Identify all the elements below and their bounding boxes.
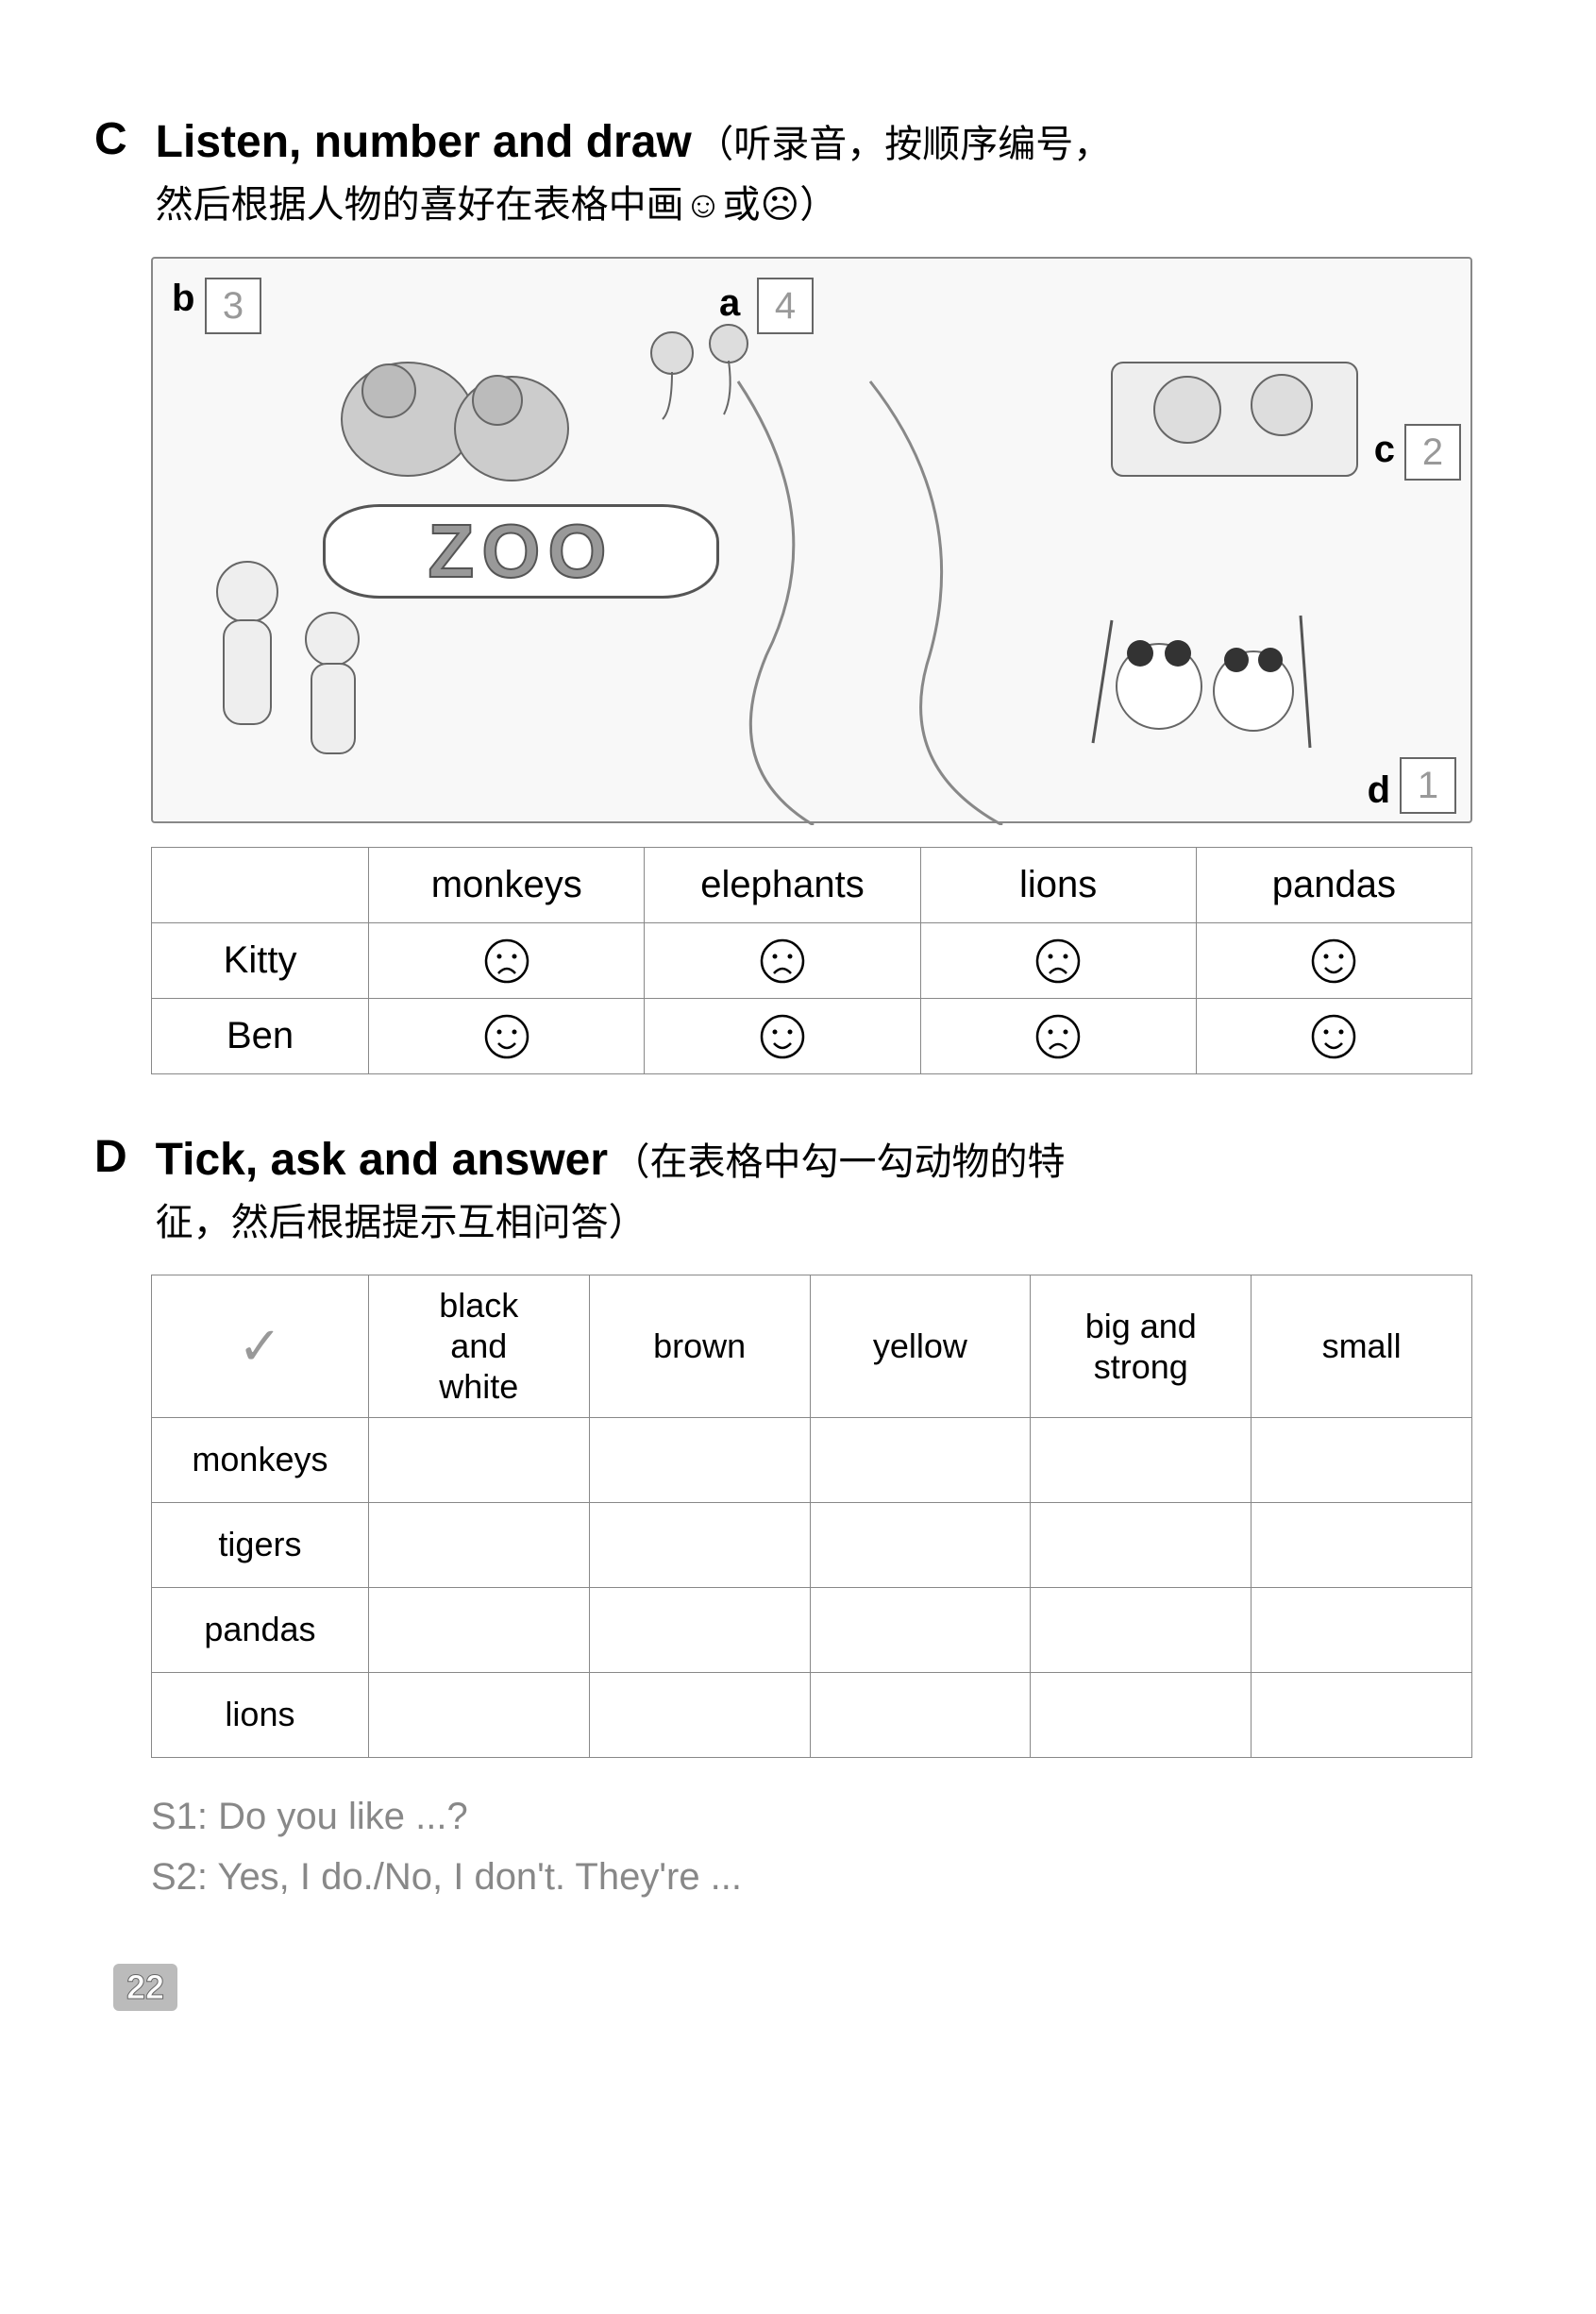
table-d-tick-cell[interactable]: [1252, 1587, 1472, 1672]
answer-box-c[interactable]: 2: [1404, 424, 1461, 481]
table-c-header-elephants: elephants: [645, 848, 920, 923]
table-c: monkeys elephants lions pandas KittyBen: [151, 847, 1472, 1074]
table-c-face-cell[interactable]: [1196, 999, 1471, 1074]
answer-box-a[interactable]: 4: [757, 278, 814, 334]
zoo-illustration: ZOO b 3 a 4 c 2 d 1: [151, 257, 1472, 823]
page-number: 22: [113, 1964, 177, 2011]
table-d-tick-cell[interactable]: [589, 1672, 810, 1757]
answer-box-d[interactable]: 1: [1400, 757, 1456, 814]
table-d-tick-cell[interactable]: [368, 1672, 589, 1757]
table-c-header-pandas: pandas: [1196, 848, 1471, 923]
table-d-tick-cell[interactable]: [368, 1417, 589, 1502]
table-d: ✓ blackandwhite brown yellow big andstro…: [151, 1275, 1472, 1758]
table-d-tick-cell[interactable]: [1031, 1672, 1252, 1757]
dialogue-s2: S2: Yes, I do./No, I don't. They're ...: [151, 1847, 1502, 1907]
label-d: d: [1368, 769, 1390, 812]
table-c-face-cell[interactable]: [369, 999, 645, 1074]
label-b: b: [172, 278, 194, 320]
table-d-animal-cell: monkeys: [152, 1417, 369, 1502]
table-d-tick-cell[interactable]: [810, 1587, 1031, 1672]
table-d-tick-cell[interactable]: [589, 1587, 810, 1672]
header-bs-text: big andstrong: [1036, 1306, 1245, 1387]
table-d-header-bw: blackandwhite: [368, 1275, 589, 1418]
path-sketch: [153, 259, 1474, 825]
table-d-tick-cell[interactable]: [1031, 1417, 1252, 1502]
table-c-header-lions: lions: [920, 848, 1196, 923]
answer-c-value: 2: [1422, 431, 1443, 474]
table-d-header-brown: brown: [589, 1275, 810, 1418]
section-d-title-cn2: 征，然后根据提示互相问答）: [156, 1191, 1502, 1246]
header-bw-text: blackandwhite: [375, 1285, 583, 1408]
section-d-letter: D: [94, 1131, 127, 1183]
answer-a-value: 4: [775, 285, 796, 328]
table-c-face-cell[interactable]: [920, 999, 1196, 1074]
dialogue-s1: S1: Do you like ...?: [151, 1786, 1502, 1847]
table-d-animal-cell: tigers: [152, 1502, 369, 1587]
table-d-row: tigers: [152, 1502, 1472, 1587]
label-c: c: [1374, 429, 1395, 471]
table-d-tick-cell[interactable]: [1031, 1587, 1252, 1672]
table-d-animal-cell: lions: [152, 1672, 369, 1757]
table-d-tick-cell[interactable]: [1252, 1672, 1472, 1757]
section-c-letter: C: [94, 113, 127, 165]
table-d-tick-cell[interactable]: [589, 1502, 810, 1587]
table-d-tick-cell[interactable]: [810, 1502, 1031, 1587]
checkmark-icon: ✓: [238, 1316, 282, 1376]
section-c-header: C Listen, number and draw （听录音，按顺序编号， 然后…: [94, 113, 1502, 228]
table-c-header-empty: [152, 848, 369, 923]
table-d-header-bigstrong: big andstrong: [1031, 1275, 1252, 1418]
table-c-name-cell: Kitty: [152, 923, 369, 999]
table-c-face-cell[interactable]: [645, 923, 920, 999]
label-a: a: [719, 282, 740, 325]
table-d-row: lions: [152, 1672, 1472, 1757]
table-d-header-yellow: yellow: [810, 1275, 1031, 1418]
section-c: C Listen, number and draw （听录音，按顺序编号， 然后…: [94, 113, 1502, 1074]
table-c-header-row: monkeys elephants lions pandas: [152, 848, 1472, 923]
table-d-row: monkeys: [152, 1417, 1472, 1502]
table-d-tick-cell[interactable]: [1252, 1502, 1472, 1587]
section-c-title-cn1: （听录音，按顺序编号，: [696, 124, 1111, 165]
table-d-header-small: small: [1252, 1275, 1472, 1418]
table-d-tick-cell[interactable]: [368, 1587, 589, 1672]
dialogue-block: S1: Do you like ...? S2: Yes, I do./No, …: [151, 1786, 1502, 1907]
answer-d-value: 1: [1418, 765, 1438, 807]
section-c-title-cn2: 然后根据人物的喜好在表格中画☺或☹）: [156, 174, 1502, 228]
table-c-face-cell[interactable]: [920, 923, 1196, 999]
answer-b-value: 3: [223, 285, 244, 328]
table-d-tick-cell[interactable]: [1252, 1417, 1472, 1502]
table-c-name-cell: Ben: [152, 999, 369, 1074]
table-d-check-header: ✓: [152, 1275, 369, 1418]
section-c-title: Listen, number and draw （听录音，按顺序编号， 然后根据…: [156, 113, 1502, 228]
table-c-header-monkeys: monkeys: [369, 848, 645, 923]
page-number-container: 22: [113, 1964, 1502, 2011]
table-d-header-row: ✓ blackandwhite brown yellow big andstro…: [152, 1275, 1472, 1418]
table-d-tick-cell[interactable]: [810, 1417, 1031, 1502]
table-d-row: pandas: [152, 1587, 1472, 1672]
table-c-face-cell[interactable]: [369, 923, 645, 999]
section-d: D Tick, ask and answer （在表格中勾一勾动物的特 征，然后…: [94, 1131, 1502, 1907]
section-d-header: D Tick, ask and answer （在表格中勾一勾动物的特 征，然后…: [94, 1131, 1502, 1246]
table-c-face-cell[interactable]: [645, 999, 920, 1074]
table-d-tick-cell[interactable]: [589, 1417, 810, 1502]
table-c-row: Kitty: [152, 923, 1472, 999]
section-c-title-en: Listen, number and draw: [156, 117, 692, 167]
section-d-title: Tick, ask and answer （在表格中勾一勾动物的特 征，然后根据…: [156, 1131, 1502, 1246]
answer-box-b[interactable]: 3: [205, 278, 261, 334]
table-d-tick-cell[interactable]: [810, 1672, 1031, 1757]
table-d-tick-cell[interactable]: [368, 1502, 589, 1587]
table-c-row: Ben: [152, 999, 1472, 1074]
table-d-animal-cell: pandas: [152, 1587, 369, 1672]
section-d-title-cn1: （在表格中勾一勾动物的特: [613, 1141, 1066, 1183]
section-d-title-en: Tick, ask and answer: [156, 1135, 608, 1185]
table-d-tick-cell[interactable]: [1031, 1502, 1252, 1587]
table-c-face-cell[interactable]: [1196, 923, 1471, 999]
